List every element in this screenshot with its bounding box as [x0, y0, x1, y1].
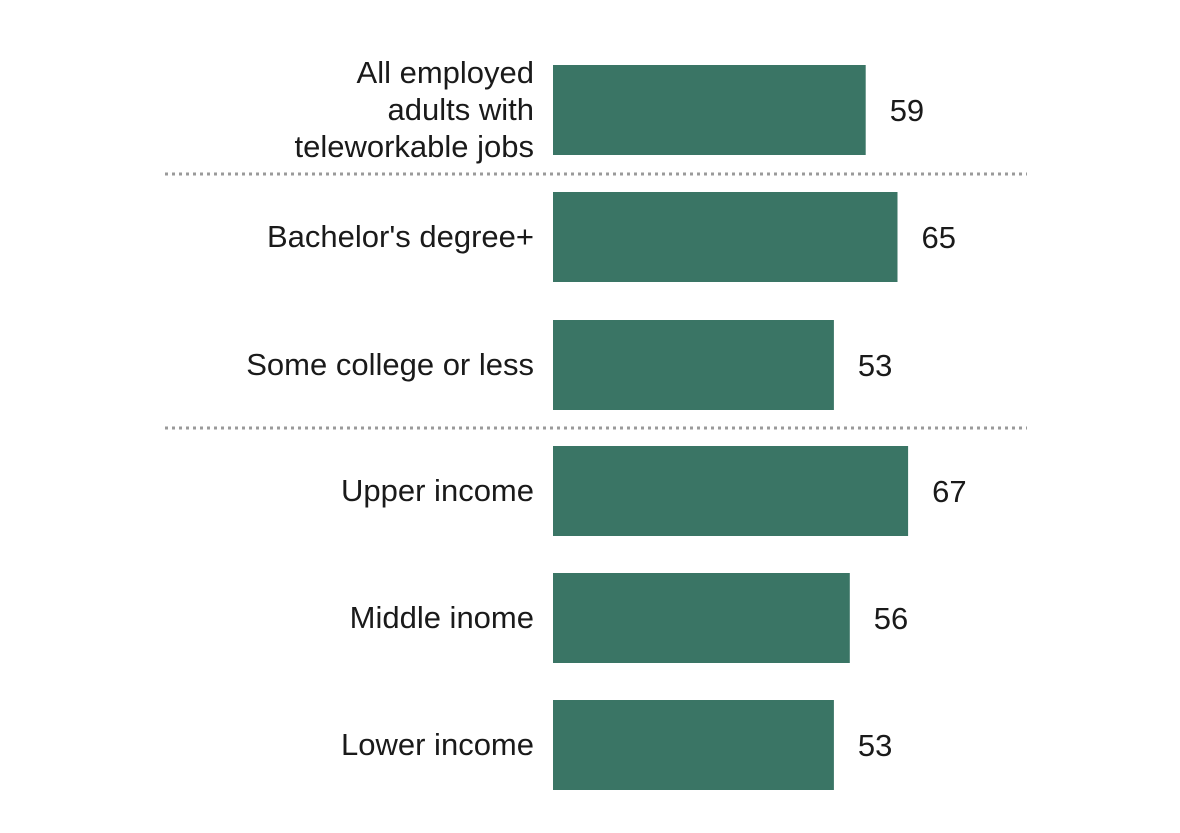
category-label: Lower income [341, 727, 534, 762]
category-label-line: adults with [388, 92, 534, 127]
category-label-line: Lower income [341, 727, 534, 762]
bar [553, 446, 909, 536]
category-label-line: teleworkable jobs [294, 129, 534, 164]
value-label: 53 [858, 348, 892, 383]
bar [553, 700, 834, 790]
value-label: 65 [922, 220, 956, 255]
category-label: Some college or less [246, 347, 534, 382]
category-label-line: Upper income [341, 473, 534, 508]
category-label-line: Bachelor's degree+ [267, 219, 534, 254]
bar [553, 573, 850, 663]
category-label-line: Middle inome [350, 600, 534, 635]
category-label: Middle inome [350, 600, 534, 635]
value-label: 59 [890, 93, 924, 128]
category-label: Bachelor's degree+ [267, 219, 534, 254]
value-label: 56 [874, 601, 908, 636]
category-label-line: Some college or less [246, 347, 534, 382]
bar [553, 65, 866, 155]
bar [553, 192, 898, 282]
category-label: All employed adults with teleworkable jobs [294, 55, 534, 164]
value-label: 67 [932, 474, 966, 509]
value-label: 53 [858, 728, 892, 763]
bar [553, 320, 834, 410]
category-label-line: All employed [357, 55, 534, 90]
category-label: Upper income [341, 473, 534, 508]
